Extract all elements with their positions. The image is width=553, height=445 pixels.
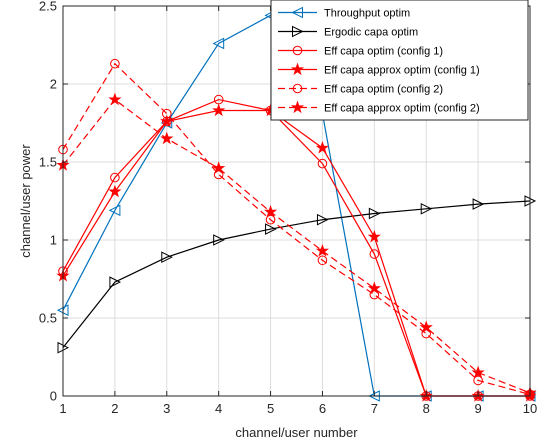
series-line <box>62 62 531 396</box>
legend-item: Eff capa optim (config 2) <box>278 84 443 96</box>
series-1 <box>57 195 537 354</box>
legend-marker <box>292 25 304 38</box>
x-tick-label: 2 <box>111 401 118 416</box>
data-point <box>160 131 174 145</box>
legend-label: Eff capa optim (config 1) <box>324 46 443 58</box>
data-point <box>213 234 225 246</box>
legend-label: Ergodic capa optim <box>324 27 418 39</box>
legend-marker <box>290 62 305 76</box>
axis-ticks: 1 2 3 4 5 6 7 8 9 10 0 0.5 1 1.5 2 2.5 <box>39 0 537 416</box>
data-point <box>317 255 328 266</box>
data-point <box>212 103 226 117</box>
y-tick-label: 2 <box>50 77 57 92</box>
series-line <box>62 200 531 349</box>
x-tick-label: 9 <box>474 401 481 416</box>
y-tick-label: 0 <box>50 389 57 404</box>
legend-label: Eff capa approx optim (config 2) <box>324 103 480 115</box>
x-tick-label: 3 <box>163 401 170 416</box>
x-tick-label: 6 <box>319 401 326 416</box>
data-point <box>212 161 226 174</box>
data-point <box>161 108 172 119</box>
data-point <box>265 223 277 235</box>
data-point <box>419 320 433 333</box>
legend-box <box>270 0 529 121</box>
data-point <box>316 213 329 226</box>
data-point <box>212 37 225 50</box>
series-3 <box>56 103 537 402</box>
y-tick-label: 2.5 <box>39 0 57 14</box>
data-point <box>473 375 483 386</box>
data-point <box>263 205 278 218</box>
data-point <box>420 202 433 215</box>
legend-item: Eff capa approx optim (config 2) <box>278 100 480 115</box>
data-point <box>109 276 122 288</box>
data-point <box>472 198 485 210</box>
x-tick-label: 7 <box>371 401 378 416</box>
legend-item: Eff capa optim (config 1) <box>278 46 443 58</box>
series-line <box>62 109 530 397</box>
legend-item: Eff capa approx optim (config 1) <box>278 62 480 77</box>
x-tick-label: 10 <box>523 401 537 416</box>
y-tick-label: 1 <box>50 233 57 248</box>
data-point <box>108 204 121 217</box>
y-axis-label: channel/user power <box>18 144 33 258</box>
data-point <box>265 214 276 225</box>
x-tick-label: 4 <box>215 401 222 416</box>
series-line <box>62 98 531 394</box>
data-point <box>108 92 122 106</box>
x-tick-label: 1 <box>59 401 66 416</box>
data-point <box>367 281 381 294</box>
x-axis-label: channel/user number <box>235 425 358 440</box>
x-tick-label: 8 <box>423 401 430 416</box>
data-point <box>317 158 328 169</box>
y-tick-label: 1.5 <box>39 155 57 170</box>
data-point <box>368 207 381 220</box>
legend-label: Eff capa approx optim (config 1) <box>324 65 480 77</box>
data-point <box>369 249 380 259</box>
data-point <box>367 229 381 243</box>
data-point <box>471 365 485 379</box>
data-point <box>161 251 173 263</box>
series-5 <box>56 92 537 399</box>
legend-marker <box>291 6 303 19</box>
y-tick-label: 0.5 <box>39 311 57 326</box>
x-tick-label: 5 <box>267 401 274 416</box>
data-point <box>315 244 330 257</box>
legend-item: Ergodic capa optim <box>278 25 418 39</box>
legend-marker <box>292 83 303 94</box>
legend-item: Throughput optim <box>278 6 410 20</box>
data-point <box>110 172 120 183</box>
series-line <box>62 98 530 397</box>
data-point <box>315 141 330 154</box>
series-2 <box>58 94 535 401</box>
legend: Throughput optim Ergodic capa optim Eff ca… <box>270 0 529 121</box>
legend-label: Eff capa optim (config 2) <box>324 84 443 96</box>
legend-marker <box>290 100 305 114</box>
data-point <box>110 58 120 69</box>
legend-marker <box>292 45 303 56</box>
legend-label: Throughput optim <box>324 8 410 20</box>
data-point <box>108 184 122 198</box>
